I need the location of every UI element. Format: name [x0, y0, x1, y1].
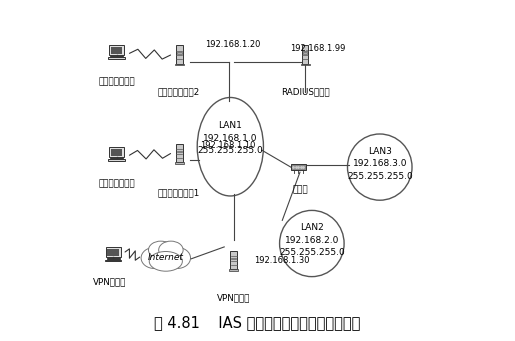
Text: LAN3
192.168.3.0
255.255.255.0: LAN3 192.168.3.0 255.255.255.0	[347, 147, 413, 181]
Text: 192.168.1.99: 192.168.1.99	[290, 44, 345, 54]
Ellipse shape	[148, 241, 173, 259]
Ellipse shape	[141, 248, 167, 268]
Bar	[301, 64, 310, 65]
Ellipse shape	[159, 241, 183, 259]
Ellipse shape	[150, 242, 181, 267]
Bar	[107, 258, 120, 259]
Text: 192.168.1.10: 192.168.1.10	[200, 140, 255, 150]
Ellipse shape	[280, 210, 344, 277]
Bar	[229, 269, 238, 271]
Bar	[110, 56, 123, 57]
Text: RADIUS服务器: RADIUS服务器	[281, 87, 330, 96]
Bar	[231, 258, 236, 259]
Text: 路由器: 路由器	[293, 186, 309, 195]
Text: 拨号网络客户机: 拨号网络客户机	[98, 77, 135, 86]
Text: Internet: Internet	[148, 253, 184, 262]
Bar	[105, 260, 121, 261]
FancyBboxPatch shape	[106, 247, 121, 257]
Ellipse shape	[164, 248, 191, 268]
Text: VPN服务器: VPN服务器	[217, 294, 250, 302]
Text: VPN客户机: VPN客户机	[93, 278, 127, 286]
Text: 192.168.1.30: 192.168.1.30	[254, 256, 310, 265]
Bar	[175, 162, 184, 164]
Bar	[108, 249, 119, 256]
Bar	[110, 158, 123, 159]
Bar	[111, 47, 122, 54]
Bar	[176, 144, 183, 162]
FancyBboxPatch shape	[109, 147, 124, 157]
FancyBboxPatch shape	[109, 45, 124, 55]
Bar	[230, 251, 237, 269]
Text: LAN2
192.168.2.0
255.255.255.0: LAN2 192.168.2.0 255.255.255.0	[279, 223, 345, 257]
Ellipse shape	[149, 252, 182, 271]
Ellipse shape	[197, 98, 264, 196]
Text: LAN1
192.168.1.0
255.255.255.0: LAN1 192.168.1.0 255.255.255.0	[197, 121, 263, 155]
Bar	[302, 45, 308, 64]
Bar	[177, 151, 182, 152]
Text: 拨号网络客户机: 拨号网络客户机	[98, 179, 135, 188]
Bar	[176, 45, 183, 64]
Bar	[303, 52, 307, 54]
Bar	[109, 58, 125, 59]
Text: 远程访问服务器1: 远程访问服务器1	[158, 189, 200, 197]
Ellipse shape	[348, 134, 412, 200]
Text: 192.168.1.20: 192.168.1.20	[205, 40, 260, 49]
Bar	[177, 52, 182, 54]
Bar	[291, 164, 306, 170]
Bar	[109, 159, 125, 161]
Text: 图 4.81    IAS 集中身份验证和记账网络配置: 图 4.81 IAS 集中身份验证和记账网络配置	[154, 315, 360, 330]
Bar	[175, 64, 184, 65]
Bar	[111, 148, 122, 156]
Text: 远程访问服务器2: 远程访问服务器2	[158, 87, 200, 96]
